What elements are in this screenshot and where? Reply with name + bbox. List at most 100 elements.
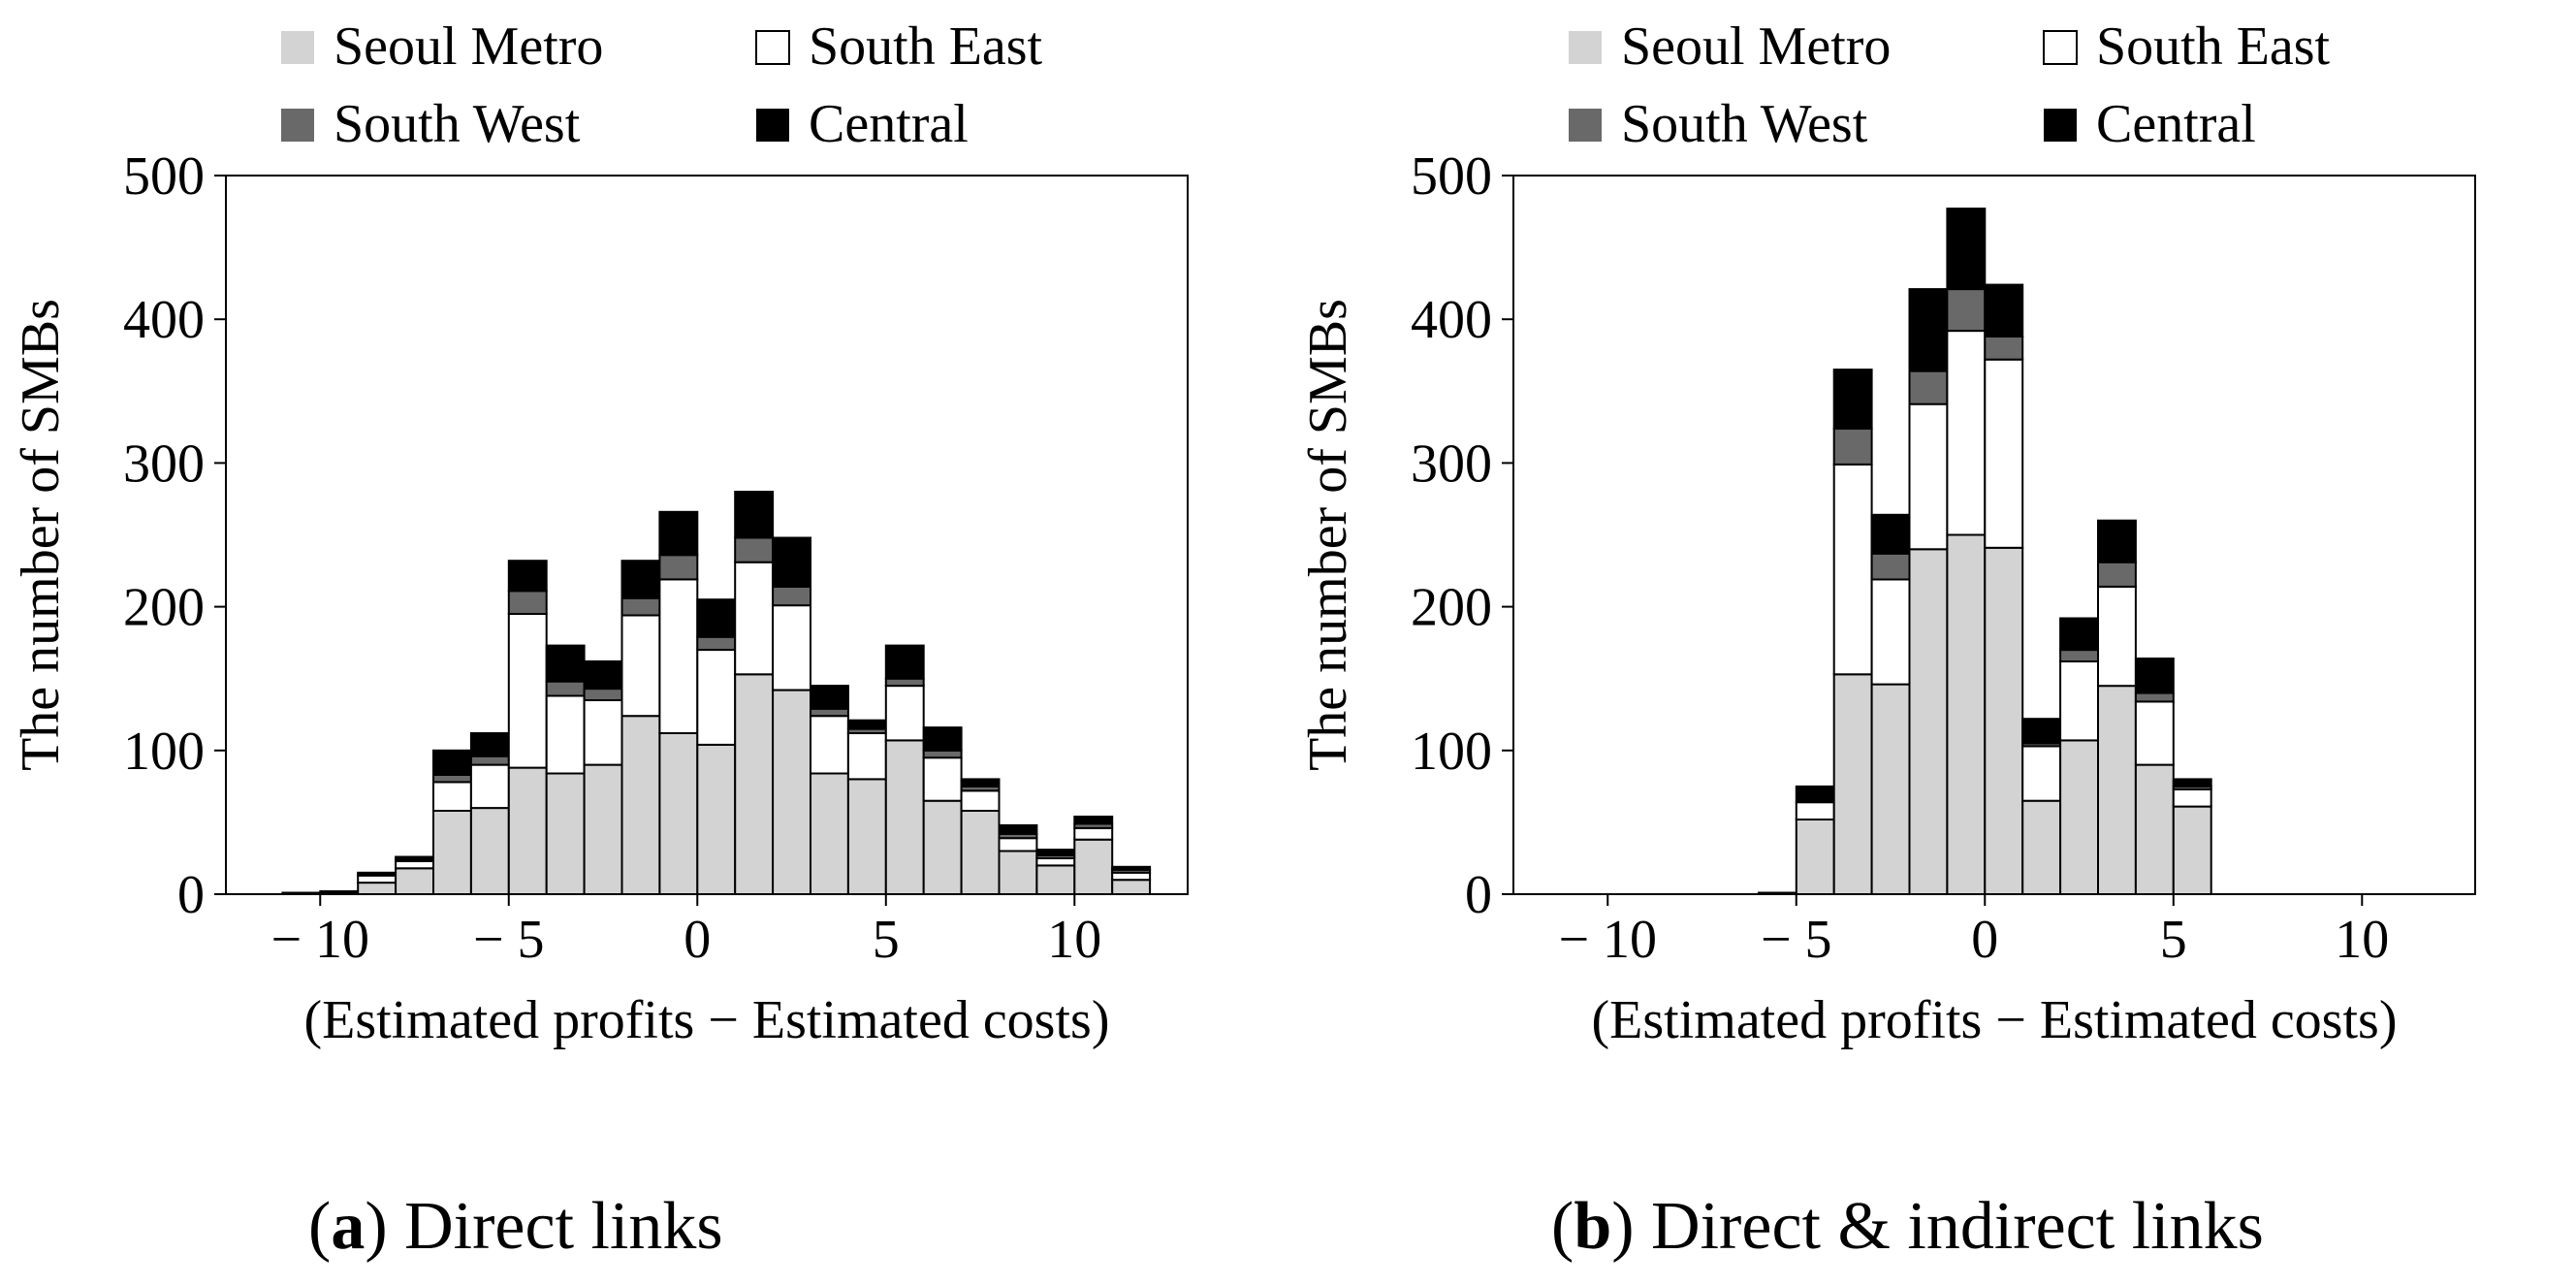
bar-segment — [2059, 659, 2099, 742]
legend-swatch — [2044, 109, 2077, 142]
bar-segment — [1870, 513, 1911, 555]
chart-svg: 0 100 200 300 400 500 − 10 − 5 0 5 10 (Estimated pr… — [11, 16, 1189, 1050]
legend-swatch — [1569, 31, 1602, 64]
legend-swatch — [756, 109, 789, 142]
x-tick-label: 10 — [2335, 910, 2389, 970]
chart-panel-a: 0 100 200 300 400 500 − 10 − 5 0 5 10 (Estimated pr… — [11, 16, 1189, 1264]
y-tick-label: 100 — [1411, 722, 1492, 782]
bar-segment — [432, 749, 472, 776]
bar-segment — [507, 766, 548, 895]
x-tick-label: 10 — [1047, 910, 1101, 970]
bar-segment — [2059, 739, 2099, 896]
bar-segment — [1870, 552, 1911, 581]
x-tick-label: − 10 — [270, 910, 369, 970]
bar-segment — [545, 680, 586, 697]
bar-segment — [696, 743, 737, 896]
x-tick-label: 5 — [873, 910, 900, 970]
bar-segment — [998, 850, 1038, 895]
x-axis-label: (Estimated profits − Estimated costs) — [304, 990, 1110, 1050]
bar-segment — [884, 677, 925, 688]
bar-segment — [1870, 578, 1911, 686]
bar-segment — [1984, 358, 2024, 549]
bar-segment — [620, 560, 661, 599]
bar-segment — [620, 715, 661, 896]
y-tick-label: 300 — [1411, 434, 1492, 494]
bar-segment — [846, 719, 887, 730]
bar-segment — [696, 635, 737, 652]
y-tick-label: 500 — [123, 146, 205, 207]
legend-label: South West — [334, 94, 581, 154]
x-tick-label: − 5 — [473, 910, 545, 970]
bar-segment — [1984, 283, 2024, 338]
bar-segment — [2172, 805, 2212, 895]
bar-segment — [620, 596, 661, 617]
bar-segment — [772, 536, 811, 588]
bar-segment — [1946, 533, 1987, 895]
bar-segment — [810, 707, 849, 718]
x-tick-label: 0 — [684, 910, 711, 970]
bar-segment — [1870, 683, 1911, 895]
caption-text: ) Direct & indirect links — [1611, 1189, 2264, 1264]
bar-segment — [545, 694, 586, 775]
bar-segment — [357, 882, 398, 895]
bar-segment — [960, 810, 1001, 895]
bar-segment — [734, 561, 775, 676]
bar-segment — [772, 689, 811, 895]
bar-segment — [734, 673, 775, 895]
bar-segment — [922, 799, 963, 896]
legend-label: South East — [2096, 16, 2331, 77]
x-tick-label: − 5 — [1761, 910, 1832, 970]
bar-segment — [1795, 785, 1835, 804]
bar-segment — [2021, 799, 2062, 896]
bar-segment — [884, 739, 925, 896]
bar-segment — [1035, 849, 1076, 856]
bar-segment — [2021, 745, 2062, 802]
bar-segment — [2097, 519, 2137, 563]
bar-segment — [1908, 288, 1949, 372]
bar-segment — [658, 510, 699, 557]
plot-frame — [225, 175, 1189, 895]
legend-label: Seoul Metro — [1621, 16, 1891, 77]
legend-label: Seoul Metro — [334, 16, 603, 77]
legend-label: Central — [2096, 94, 2256, 154]
bar-segment — [998, 837, 1038, 852]
bar-segment — [395, 867, 435, 895]
bar-segment — [357, 871, 398, 876]
bar-segment — [1111, 879, 1152, 896]
bar-segment — [884, 644, 925, 680]
chart-caption: (a) Direct links — [308, 1189, 723, 1264]
y-tick-label: 400 — [1411, 290, 1492, 350]
bar-segment — [960, 778, 1001, 788]
caption-letter: b — [1574, 1189, 1612, 1264]
bar-segment — [810, 685, 849, 710]
bar-segment — [1035, 864, 1076, 896]
bar-segment — [1908, 402, 1949, 551]
bar-segment — [1832, 673, 1873, 895]
bar-segment — [2134, 700, 2175, 766]
bar-segment — [658, 732, 699, 895]
bar-segment — [2097, 561, 2137, 588]
bar-segment — [846, 778, 887, 896]
bar-segment — [734, 491, 775, 539]
bar-segment — [1984, 336, 2024, 361]
bar-segment — [1832, 427, 1873, 466]
bar-segment — [469, 755, 510, 766]
bar-segment — [319, 890, 360, 894]
bar-segment — [2134, 691, 2175, 703]
x-tick-label: − 10 — [1558, 910, 1657, 970]
bar-segment — [469, 732, 510, 757]
bar-segment — [2134, 763, 2175, 895]
bar-segment — [1946, 288, 1987, 333]
y-tick-label: 400 — [123, 290, 205, 350]
bar-segment — [2021, 718, 2062, 745]
bar-segment — [545, 772, 586, 895]
y-tick-label: 300 — [123, 434, 205, 494]
bar-segment — [1984, 546, 2024, 895]
bar-segment — [432, 810, 472, 895]
y-tick-label: 0 — [1465, 865, 1492, 925]
bar-segment — [507, 560, 548, 593]
bar-segment — [884, 685, 925, 742]
bar-segment — [922, 749, 963, 759]
bar-segment — [960, 789, 1001, 812]
bar-segment — [1946, 330, 1987, 536]
